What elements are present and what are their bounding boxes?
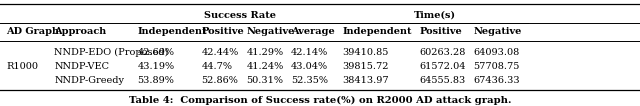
Text: Independent: Independent bbox=[342, 27, 412, 36]
Text: 43.19%: 43.19% bbox=[138, 62, 175, 71]
Text: Approach: Approach bbox=[54, 27, 107, 36]
Text: 39410.85: 39410.85 bbox=[342, 48, 388, 57]
Text: Success Rate: Success Rate bbox=[204, 11, 276, 20]
Text: NNDP-VEC: NNDP-VEC bbox=[54, 62, 109, 71]
Text: Average: Average bbox=[291, 27, 335, 36]
Text: Independent: Independent bbox=[138, 27, 207, 36]
Text: 38413.97: 38413.97 bbox=[342, 76, 389, 84]
Text: 60263.28: 60263.28 bbox=[419, 48, 465, 57]
Text: 57708.75: 57708.75 bbox=[474, 62, 520, 71]
Text: 67436.33: 67436.33 bbox=[474, 76, 520, 84]
Text: Table 4:  Comparison of Success rate(%) on R2000 AD attack graph.: Table 4: Comparison of Success rate(%) o… bbox=[129, 96, 511, 105]
Text: 41.29%: 41.29% bbox=[246, 48, 284, 57]
Text: 39815.72: 39815.72 bbox=[342, 62, 389, 71]
Text: Negative: Negative bbox=[246, 27, 295, 36]
Text: Time(s): Time(s) bbox=[414, 11, 456, 20]
Text: 41.24%: 41.24% bbox=[246, 62, 284, 71]
Text: 43.04%: 43.04% bbox=[291, 62, 328, 71]
Text: 52.86%: 52.86% bbox=[202, 76, 239, 84]
Text: 53.89%: 53.89% bbox=[138, 76, 175, 84]
Text: 42.69%: 42.69% bbox=[138, 48, 175, 57]
Text: 52.35%: 52.35% bbox=[291, 76, 328, 84]
Text: Positive: Positive bbox=[202, 27, 244, 36]
Text: NNDP-EDO (Proposed): NNDP-EDO (Proposed) bbox=[54, 48, 169, 57]
Text: 61572.04: 61572.04 bbox=[419, 62, 466, 71]
Text: NNDP-Greedy: NNDP-Greedy bbox=[54, 76, 124, 84]
Text: Positive: Positive bbox=[419, 27, 462, 36]
Text: 42.14%: 42.14% bbox=[291, 48, 328, 57]
Text: 64555.83: 64555.83 bbox=[419, 76, 465, 84]
Text: R1000: R1000 bbox=[6, 62, 38, 71]
Text: Negative: Negative bbox=[474, 27, 522, 36]
Text: 44.7%: 44.7% bbox=[202, 62, 232, 71]
Text: 64093.08: 64093.08 bbox=[474, 48, 520, 57]
Text: AD Graph: AD Graph bbox=[6, 27, 60, 36]
Text: 50.31%: 50.31% bbox=[246, 76, 284, 84]
Text: 42.44%: 42.44% bbox=[202, 48, 239, 57]
